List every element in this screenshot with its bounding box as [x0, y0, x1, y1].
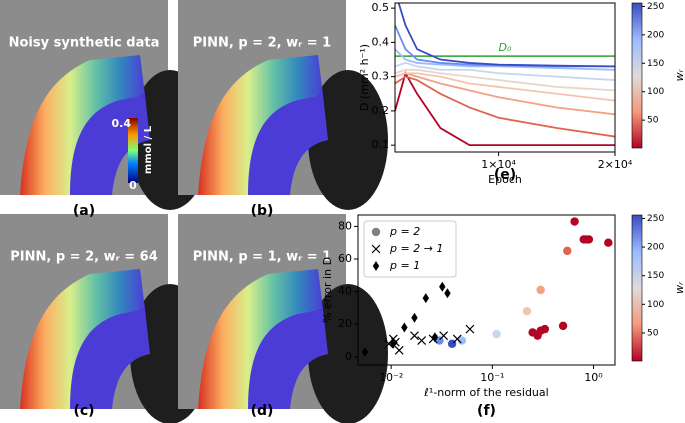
- colorbar-max: 0.4: [112, 117, 132, 130]
- point: [492, 329, 501, 339]
- x-tick-label: 10⁰: [584, 371, 603, 384]
- colorbar-tick-label: 200: [647, 30, 664, 40]
- point: [444, 288, 451, 299]
- panel-title: PINN, p = 1, wᵣ = 1: [193, 250, 331, 265]
- point: [401, 322, 408, 333]
- point: [394, 345, 404, 355]
- point: [584, 235, 594, 244]
- panel-label: (e): [494, 167, 516, 183]
- line-series: [395, 70, 615, 147]
- point: [452, 334, 462, 344]
- y-tick-label: 0: [345, 350, 352, 363]
- point: [522, 306, 532, 316]
- colorbar-tick-label: 50: [647, 116, 659, 126]
- point: [372, 261, 380, 271]
- y-tick-label: 0.5: [372, 1, 390, 14]
- panel-label: (c): [73, 403, 94, 419]
- x-tick-label: 1×10⁴: [481, 158, 516, 171]
- y-axis-label: % error in D: [321, 257, 334, 323]
- point: [371, 227, 381, 237]
- panel-label: (b): [251, 203, 274, 219]
- colorbar: [128, 118, 138, 183]
- colorbar-tick-label: 250: [647, 214, 664, 224]
- y-tick-label: 0.3: [372, 70, 390, 83]
- point: [417, 336, 427, 345]
- x-tick-label: 10⁻²: [379, 371, 403, 384]
- panel-title: PINN, p = 2, wᵣ = 64: [10, 250, 158, 265]
- y-tick-label: 0.4: [372, 35, 390, 48]
- panel-a: [0, 0, 210, 210]
- line-series: [395, 62, 615, 81]
- panel-d: [178, 214, 388, 423]
- plot: [395, 3, 615, 147]
- point: [431, 332, 439, 343]
- line-series: [395, 68, 615, 92]
- axes-frame: [357, 214, 616, 366]
- y-tick-label: 40: [338, 285, 352, 298]
- colorbar-label: wᵣ: [673, 68, 685, 81]
- legend-label: p = 2: [389, 225, 420, 238]
- point: [540, 324, 550, 334]
- point: [536, 285, 545, 295]
- colorbar-unit: mmol / L: [143, 125, 154, 174]
- point: [604, 238, 613, 247]
- line-series: [395, 48, 615, 71]
- reference-label: D₀: [499, 41, 512, 54]
- y-axis-label: D (mm² h⁻¹): [358, 44, 371, 111]
- x-tick-label: 2×10⁴: [598, 158, 633, 171]
- y-tick-label: 0.2: [372, 104, 390, 117]
- point: [371, 244, 381, 254]
- x-axis-label: Epoch: [488, 173, 522, 186]
- y-tick-label: 60: [338, 252, 352, 265]
- legend-box: [363, 220, 457, 278]
- panel-label: (d): [251, 403, 274, 419]
- x-tick-label: 10⁻¹: [480, 371, 504, 384]
- colorbar-tick-label: 100: [647, 300, 664, 310]
- y-tick-label: 80: [338, 219, 352, 232]
- point: [410, 331, 419, 341]
- legend-label: p = 2 → 1: [389, 242, 443, 255]
- line-series: [395, 75, 615, 138]
- colorbar-tick-label: 200: [647, 243, 664, 253]
- y-tick-label: 20: [338, 317, 352, 330]
- point: [422, 293, 430, 304]
- colorbar: [631, 2, 643, 149]
- point: [570, 217, 579, 226]
- axes-frame: [394, 2, 616, 153]
- point: [411, 312, 418, 323]
- colorbar-label: wᵣ: [673, 281, 685, 294]
- point: [439, 331, 449, 341]
- panel-title: Noisy synthetic data: [9, 36, 160, 51]
- legend-label: p = 1: [389, 259, 420, 272]
- line-series: [397, 3, 615, 68]
- panel-label: (f): [477, 403, 496, 419]
- colorbar-tick-label: 250: [647, 2, 664, 12]
- plot: [361, 217, 613, 357]
- point: [439, 281, 446, 292]
- point: [390, 338, 397, 349]
- point: [465, 324, 475, 334]
- line-series: [395, 72, 615, 116]
- colorbar-tick-label: 150: [647, 59, 664, 69]
- colorbar: [631, 214, 643, 362]
- panel-b: [178, 0, 388, 210]
- colorbar-tick-label: 100: [647, 87, 664, 97]
- panel-title: PINN, p = 2, wᵣ = 1: [193, 36, 331, 51]
- colorbar-tick-label: 150: [647, 271, 664, 281]
- point: [361, 346, 369, 357]
- x-axis-label: ℓ¹-norm of the residual: [423, 386, 548, 399]
- colorbar-min: 0: [129, 179, 137, 192]
- colorbar-tick-label: 50: [647, 328, 659, 338]
- point: [558, 321, 568, 331]
- point: [563, 246, 572, 256]
- line-series: [395, 72, 615, 102]
- point: [457, 336, 467, 345]
- y-tick-label: 0.1: [372, 138, 390, 151]
- panel-label: (a): [73, 203, 95, 219]
